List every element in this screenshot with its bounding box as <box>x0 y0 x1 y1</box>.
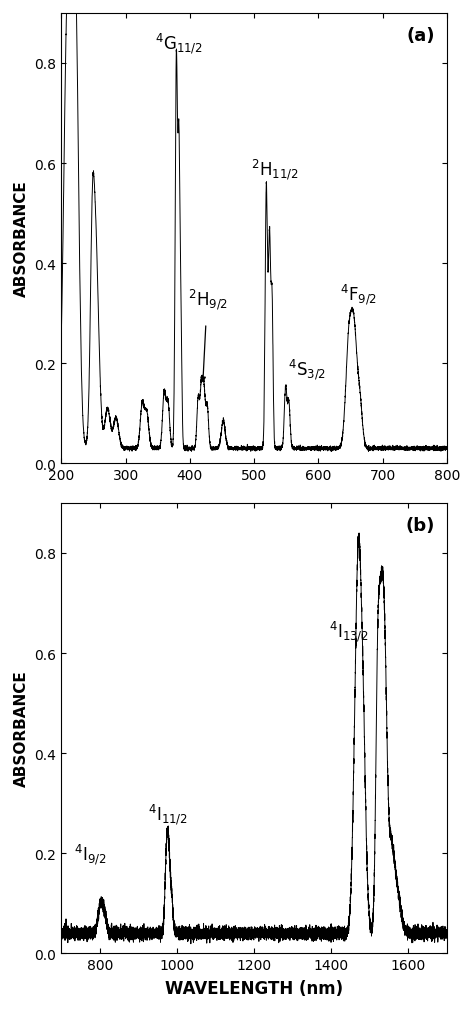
Text: $^4$I$_{9/2}$: $^4$I$_{9/2}$ <box>74 841 106 865</box>
Text: $^4$S$_{3/2}$: $^4$S$_{3/2}$ <box>288 357 326 381</box>
Text: $^4$G$_{11/2}$: $^4$G$_{11/2}$ <box>155 31 203 57</box>
Text: (a): (a) <box>407 27 435 45</box>
Text: (b): (b) <box>406 517 435 535</box>
Text: $^4$F$_{9/2}$: $^4$F$_{9/2}$ <box>340 282 377 306</box>
Text: $^2$H$_{9/2}$: $^2$H$_{9/2}$ <box>188 287 228 311</box>
Text: $^4$I$_{11/2}$: $^4$I$_{11/2}$ <box>147 801 187 826</box>
Y-axis label: ABSORBANCE: ABSORBANCE <box>14 670 29 787</box>
Y-axis label: ABSORBANCE: ABSORBANCE <box>14 181 29 297</box>
Text: $^2$H$_{11/2}$: $^2$H$_{11/2}$ <box>251 157 298 181</box>
X-axis label: WAVELENGTH (nm): WAVELENGTH (nm) <box>165 979 343 997</box>
Text: $^4$I$_{13/2}$: $^4$I$_{13/2}$ <box>329 619 368 643</box>
